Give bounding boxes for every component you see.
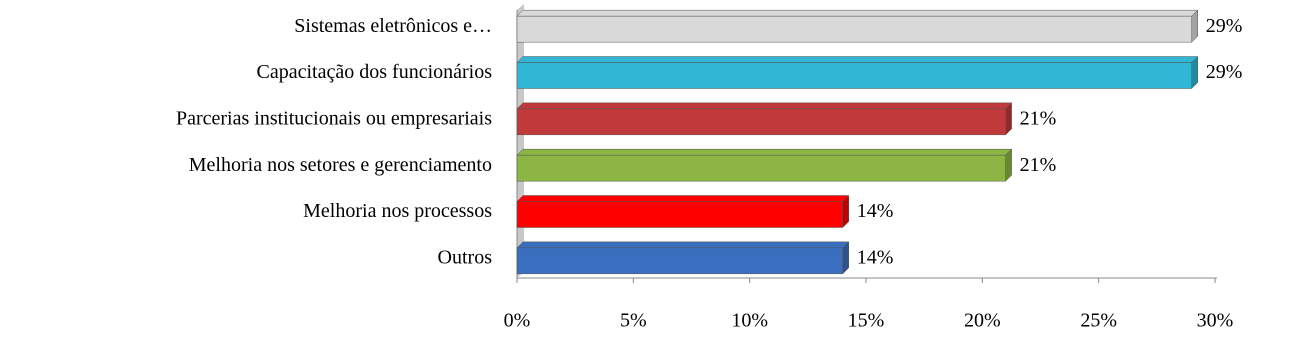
bar-top: [516, 102, 1013, 110]
bar: [516, 62, 1192, 89]
y-tick-label: Parcerias institucionais ou empresariais: [176, 107, 492, 129]
value-label: 21%: [1020, 154, 1057, 176]
x-tick-label: 30%: [1197, 310, 1234, 332]
bar-side: [842, 194, 849, 229]
bar-side: [1191, 9, 1198, 43]
value-label: 14%: [857, 246, 894, 268]
bar-top: [516, 148, 1013, 156]
y-tick-label: Melhoria nos setores e gerenciamento: [189, 154, 492, 176]
bar-side: [1005, 148, 1012, 182]
bar: [516, 15, 1192, 43]
bar-top: [516, 56, 1199, 63]
value-label: 21%: [1020, 107, 1057, 129]
x-tick-label: 10%: [731, 310, 768, 332]
bar-top: [516, 241, 850, 249]
x-tick-label: 25%: [1080, 310, 1117, 332]
bar-side: [842, 241, 849, 275]
y-tick-label: Sistemas eletrônicos e…: [294, 15, 492, 37]
x-tick-label: 5%: [620, 310, 647, 332]
value-label: 14%: [857, 200, 894, 222]
x-tick-label: 20%: [964, 310, 1001, 332]
value-label: 29%: [1206, 15, 1243, 37]
bar-side: [1191, 55, 1198, 90]
bar-top: [516, 195, 850, 202]
y-tick-label: Capacitação dos funcionários: [257, 61, 493, 83]
bar: [516, 154, 1006, 182]
bar-top: [516, 9, 1199, 17]
bar: [516, 247, 843, 275]
x-tick-label: 0%: [504, 310, 531, 332]
value-label: 29%: [1206, 61, 1243, 83]
bar: [516, 108, 1006, 136]
y-tick-label: Melhoria nos processos: [303, 200, 492, 222]
x-tick-label: 15%: [848, 310, 885, 332]
bar-side: [1005, 102, 1012, 136]
axis-wall: [517, 4, 524, 278]
y-tick-label: Outros: [438, 246, 493, 268]
bar: [516, 201, 843, 228]
